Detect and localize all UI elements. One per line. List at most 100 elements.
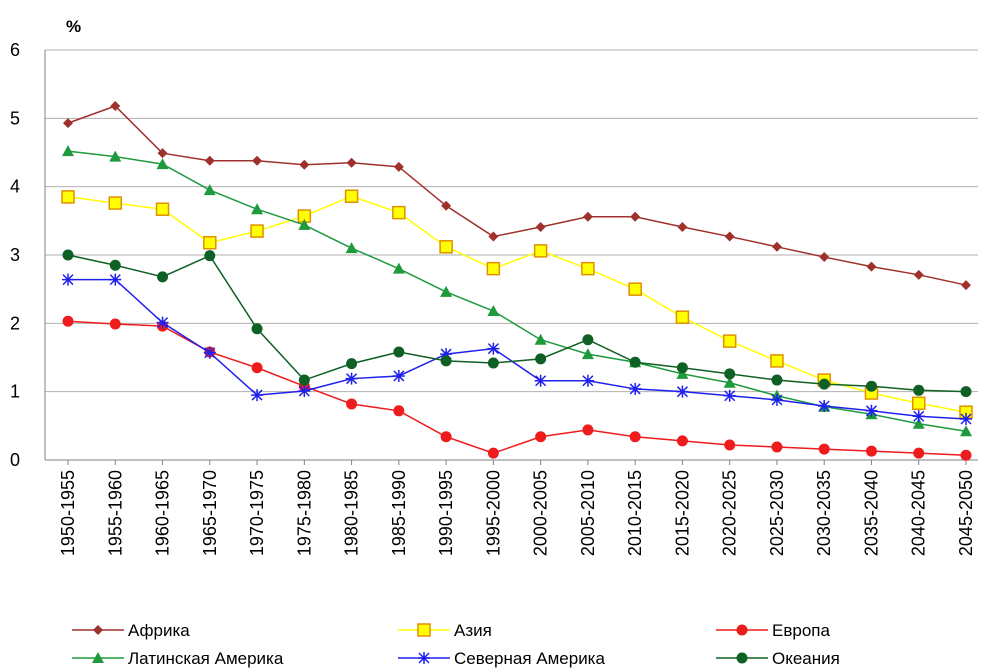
x-tick-label: 2020-2025 bbox=[720, 470, 740, 556]
marker bbox=[252, 155, 263, 166]
legend-label: Европа bbox=[772, 621, 830, 640]
marker bbox=[961, 280, 971, 291]
marker bbox=[61, 190, 75, 204]
marker bbox=[818, 378, 830, 390]
marker bbox=[393, 405, 405, 417]
marker bbox=[250, 224, 264, 238]
marker bbox=[93, 625, 103, 635]
marker bbox=[440, 355, 452, 367]
x-tick-label: 2045-2050 bbox=[956, 470, 976, 556]
series-line bbox=[67, 195, 967, 413]
x-tick-label: 1965-1970 bbox=[200, 470, 220, 556]
marker bbox=[251, 203, 264, 215]
marker bbox=[109, 318, 121, 330]
marker bbox=[204, 155, 215, 166]
marker bbox=[581, 261, 595, 276]
y-tick-label: 2 bbox=[10, 313, 20, 333]
x-tick-label: 2040-2045 bbox=[909, 470, 929, 556]
marker bbox=[62, 249, 74, 261]
marker bbox=[960, 386, 972, 398]
marker bbox=[299, 159, 310, 170]
marker bbox=[534, 333, 547, 345]
marker bbox=[204, 250, 216, 262]
marker bbox=[913, 384, 925, 396]
legend-label: Океания bbox=[772, 649, 840, 668]
marker bbox=[723, 376, 736, 388]
marker bbox=[155, 202, 170, 216]
marker bbox=[345, 242, 358, 254]
marker bbox=[818, 400, 831, 413]
y-axis-unit: % bbox=[66, 17, 81, 36]
marker bbox=[770, 393, 783, 406]
y-tick-label: 3 bbox=[10, 245, 20, 265]
marker bbox=[251, 362, 263, 374]
marker bbox=[960, 425, 972, 437]
marker bbox=[736, 624, 748, 636]
marker bbox=[676, 367, 689, 379]
marker bbox=[581, 348, 594, 360]
marker bbox=[629, 382, 642, 395]
marker bbox=[724, 231, 735, 242]
marker bbox=[298, 374, 310, 386]
marker bbox=[771, 441, 783, 453]
marker bbox=[203, 235, 217, 250]
marker bbox=[535, 353, 547, 365]
marker bbox=[393, 161, 404, 172]
marker bbox=[440, 285, 453, 297]
marker bbox=[913, 447, 925, 459]
marker bbox=[109, 150, 122, 162]
series-line bbox=[67, 320, 967, 456]
marker bbox=[439, 240, 453, 254]
marker bbox=[770, 354, 784, 368]
marker bbox=[440, 431, 452, 443]
marker bbox=[487, 357, 499, 369]
marker bbox=[298, 218, 311, 230]
marker bbox=[911, 396, 926, 411]
marker bbox=[251, 389, 264, 402]
marker bbox=[866, 261, 877, 272]
marker bbox=[251, 323, 263, 335]
marker bbox=[62, 145, 74, 157]
legend-label: Азия bbox=[454, 621, 492, 640]
marker bbox=[92, 652, 104, 663]
marker bbox=[203, 346, 216, 359]
marker bbox=[736, 652, 748, 664]
marker bbox=[109, 273, 122, 286]
marker bbox=[346, 157, 357, 168]
x-tick-label: 1960-1965 bbox=[153, 470, 173, 556]
marker bbox=[487, 342, 500, 355]
marker bbox=[62, 315, 74, 327]
marker bbox=[629, 356, 641, 368]
marker bbox=[629, 431, 641, 443]
marker bbox=[392, 205, 406, 220]
marker bbox=[533, 244, 548, 258]
marker bbox=[818, 443, 830, 455]
x-tick-label: 1970-1975 bbox=[247, 470, 267, 556]
marker bbox=[487, 305, 500, 317]
x-tick-label: 1985-1990 bbox=[389, 470, 409, 556]
marker bbox=[62, 273, 74, 286]
marker bbox=[865, 404, 878, 417]
marker bbox=[628, 282, 642, 296]
series-line bbox=[67, 105, 967, 286]
marker bbox=[487, 447, 499, 459]
marker bbox=[535, 431, 547, 443]
marker bbox=[534, 374, 547, 387]
series-line bbox=[67, 254, 967, 393]
marker bbox=[724, 439, 736, 451]
x-tick-label: 2015-2020 bbox=[672, 470, 692, 556]
marker bbox=[865, 380, 877, 392]
x-tick-label: 2035-2040 bbox=[861, 470, 881, 556]
marker bbox=[393, 346, 405, 358]
y-tick-label: 5 bbox=[10, 108, 20, 128]
marker bbox=[440, 348, 453, 361]
series-line bbox=[68, 278, 967, 420]
x-tick-label: 2000-2005 bbox=[531, 470, 551, 556]
marker bbox=[110, 101, 121, 112]
marker bbox=[63, 118, 73, 129]
marker bbox=[344, 189, 359, 203]
marker bbox=[417, 623, 431, 637]
marker bbox=[675, 310, 690, 324]
marker bbox=[630, 211, 641, 222]
x-tick-label: 1950-1955 bbox=[58, 470, 78, 556]
